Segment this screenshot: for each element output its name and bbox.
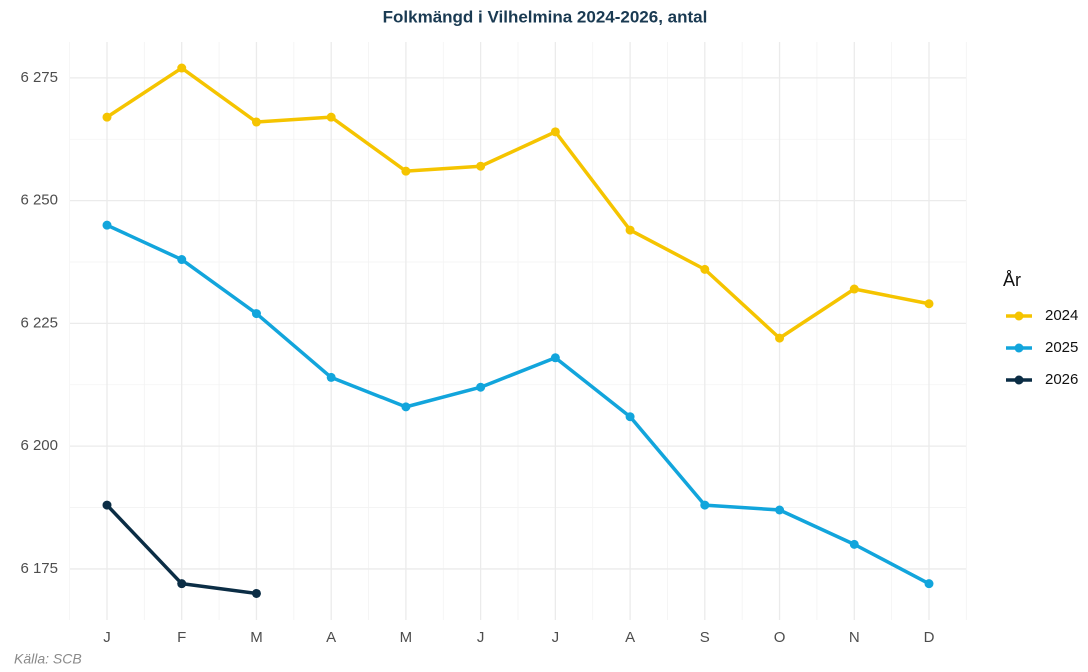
- x-tick-label: A: [326, 629, 336, 646]
- point: [401, 402, 411, 412]
- point: [775, 505, 785, 515]
- legend-label: 2025: [1045, 339, 1078, 356]
- plot: [102, 63, 934, 598]
- legend-label: 2024: [1045, 307, 1078, 324]
- y-tick-label: 6 225: [20, 314, 58, 331]
- x-tick-label: F: [177, 629, 186, 646]
- point: [476, 161, 486, 171]
- point: [401, 166, 411, 176]
- legend-point: [1014, 343, 1024, 353]
- x-tick-label: J: [552, 629, 560, 646]
- chart-title: Folkmängd i Vilhelmina 2024-2026, antal: [383, 7, 708, 26]
- x-tick-label: N: [849, 629, 860, 646]
- point: [775, 333, 785, 343]
- grid: 6 175 6 200 6 225 6 250 6 275 J F M A M J J A S O N D: [20, 42, 967, 646]
- point: [177, 255, 187, 265]
- point: [102, 500, 112, 510]
- point: [326, 112, 336, 122]
- point: [700, 264, 710, 274]
- point: [177, 63, 187, 73]
- point: [924, 299, 934, 309]
- x-tick-label: D: [924, 629, 935, 646]
- legend-point: [1014, 311, 1024, 321]
- point: [102, 112, 112, 122]
- x-tick-label: O: [774, 629, 786, 646]
- y-tick-label: 6 200: [20, 437, 58, 454]
- point: [251, 588, 261, 598]
- point: [700, 500, 710, 510]
- legend-title: År: [1003, 270, 1021, 290]
- series-line: [106, 66, 930, 340]
- point: [476, 382, 486, 392]
- point: [251, 117, 261, 127]
- x-tick-label: S: [700, 629, 710, 646]
- series-line: [106, 223, 930, 586]
- point: [177, 579, 187, 589]
- x-tick-label: M: [400, 629, 413, 646]
- point: [550, 353, 560, 363]
- point: [625, 412, 635, 422]
- x-tick-label: J: [103, 629, 111, 646]
- y-tick-label: 6 175: [20, 560, 58, 577]
- x-tick-label: A: [625, 629, 635, 646]
- point: [102, 220, 112, 230]
- point: [849, 539, 859, 549]
- y-tick-label: 6 250: [20, 192, 58, 209]
- legend: År 2024 2025 2026: [1003, 270, 1078, 388]
- point: [849, 284, 859, 294]
- x-tick-label: J: [477, 629, 485, 646]
- legend-point: [1014, 375, 1024, 385]
- point: [625, 225, 635, 235]
- point: [326, 372, 336, 382]
- point: [550, 127, 560, 137]
- legend-label: 2026: [1045, 371, 1078, 388]
- x-tick-label: M: [250, 629, 263, 646]
- caption: Källa: SCB: [14, 651, 82, 667]
- y-tick-label: 6 275: [20, 69, 58, 86]
- point: [251, 309, 261, 319]
- point: [924, 579, 934, 589]
